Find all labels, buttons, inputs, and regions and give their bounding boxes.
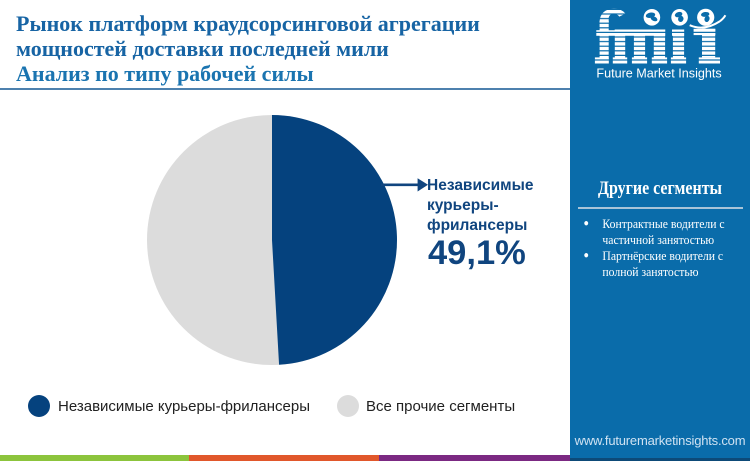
svg-text:Future Market Insights: Future Market Insights (596, 67, 721, 81)
